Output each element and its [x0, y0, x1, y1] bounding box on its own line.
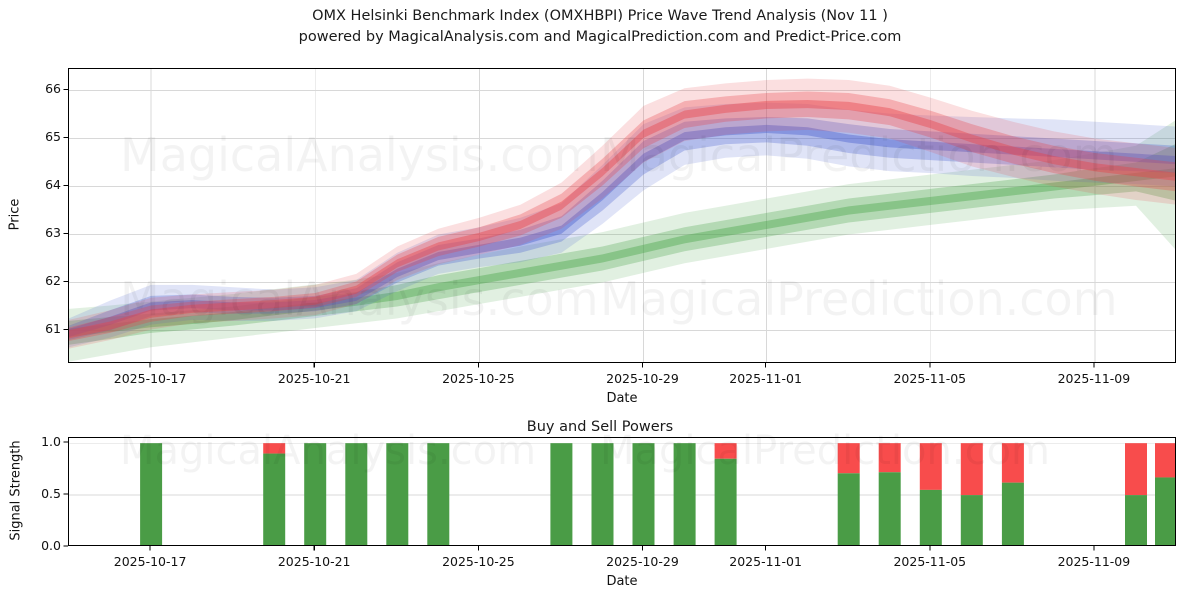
signal-x-tick-label: 2025-11-09	[1057, 554, 1131, 569]
price-x-tick-label: 2025-10-29	[606, 371, 679, 386]
buy-power-segment	[263, 453, 286, 545]
buy-power-segment	[386, 443, 409, 545]
signal-x-tick-label: 2025-10-25	[442, 554, 515, 569]
sell-power-segment	[1001, 443, 1024, 483]
signal-bar	[714, 443, 737, 545]
buy-power-segment	[632, 443, 655, 545]
signal-bar	[304, 443, 327, 545]
signal-bar	[632, 443, 655, 545]
wave-band-3	[69, 78, 1175, 349]
signal-chart-panel: Buy and Sell Powers Signal Strength Date…	[0, 410, 1200, 600]
signal-bar	[1001, 443, 1024, 545]
buy-power-segment	[345, 443, 368, 545]
signal-bar	[673, 443, 696, 545]
signal-bar	[140, 443, 163, 545]
signal-bar	[878, 443, 901, 545]
price-x-tick-label: 2025-10-21	[277, 371, 351, 386]
signal-x-axis-title: Date	[606, 574, 638, 589]
sell-power-segment	[837, 443, 860, 474]
sell-power-segment	[1125, 443, 1147, 496]
price-x-tick-label: 2025-10-17	[113, 371, 187, 386]
buy-power-segment	[837, 473, 860, 545]
price-chart-panel: Price Date 61 62 63 64 65 66 2025-10-17 2025-10…	[8, 68, 1176, 406]
buy-power-segment	[1125, 495, 1147, 545]
wave-band-1	[69, 120, 1175, 362]
signal-bar	[1125, 443, 1147, 545]
signal-plot-area	[68, 437, 1176, 546]
price-x-axis-title: Date	[606, 391, 638, 406]
buy-power-segment	[673, 443, 696, 545]
signal-bar	[345, 443, 368, 545]
signal-x-tick-label: 2025-11-05	[893, 554, 967, 569]
signal-x-tick-label: 2025-10-21	[277, 554, 351, 569]
buy-power-segment	[140, 443, 163, 545]
signal-bar	[386, 443, 409, 545]
buy-power-segment	[1001, 482, 1024, 545]
signal-bar	[263, 443, 286, 545]
signal-chart-title: Buy and Sell Powers	[526, 419, 674, 435]
buy-power-segment	[714, 458, 737, 545]
title-line-1: OMX Helsinki Benchmark Index (OMXHBPI) P…	[312, 8, 888, 24]
signal-y-tick-label: 1.0	[41, 433, 61, 449]
buy-power-segment	[550, 443, 573, 545]
buy-power-segment	[1155, 477, 1175, 545]
buy-power-segment	[919, 489, 942, 545]
sell-power-segment	[878, 443, 901, 473]
buy-sell-bars-svg	[69, 442, 1175, 545]
price-y-tick-label: 64	[45, 177, 61, 193]
buy-power-segment	[427, 443, 450, 545]
signal-x-tick-label: 2025-11-01	[729, 554, 802, 569]
buy-power-segment	[304, 443, 327, 545]
signal-bar	[550, 443, 573, 545]
buy-power-segment	[960, 495, 983, 545]
title-line-2: powered by MagicalAnalysis.com and Magic…	[298, 29, 902, 46]
sell-power-segment	[263, 443, 286, 454]
signal-bar	[837, 443, 860, 545]
sell-power-segment	[714, 443, 737, 459]
wave-band-2	[69, 102, 1175, 348]
price-wave-svg	[69, 69, 1175, 362]
price-x-tick-label: 2025-10-25	[442, 371, 515, 386]
sell-power-segment	[960, 443, 983, 496]
page-title: OMX Helsinki Benchmark Index (OMXHBPI) P…	[0, 6, 1200, 48]
signal-bar	[591, 443, 614, 545]
price-y-tick-label: 65	[45, 129, 61, 145]
price-y-tick-label: 63	[45, 224, 61, 240]
price-x-tick-label: 2025-11-05	[893, 371, 967, 386]
buy-power-segment	[878, 472, 901, 545]
sell-power-segment	[1155, 443, 1175, 478]
price-x-tick-label: 2025-11-01	[729, 371, 802, 386]
signal-bar	[919, 443, 942, 545]
price-y-tick-label: 66	[45, 81, 61, 97]
buy-power-segment	[591, 443, 614, 545]
price-y-tick-label: 62	[45, 272, 61, 288]
signal-x-tick-label: 2025-10-29	[606, 554, 679, 569]
signal-y-tick-label: 0.0	[41, 537, 61, 553]
price-y-tick-label: 61	[45, 320, 61, 336]
sell-power-segment	[919, 443, 942, 490]
signal-bar	[427, 443, 450, 545]
signal-y-tick-label: 0.5	[41, 485, 61, 501]
signal-bar	[1155, 443, 1175, 545]
price-plot-area	[68, 68, 1176, 363]
signal-x-tick-label: 2025-10-17	[113, 554, 187, 569]
price-x-tick-label: 2025-11-09	[1057, 371, 1131, 386]
signal-bar	[960, 443, 983, 545]
